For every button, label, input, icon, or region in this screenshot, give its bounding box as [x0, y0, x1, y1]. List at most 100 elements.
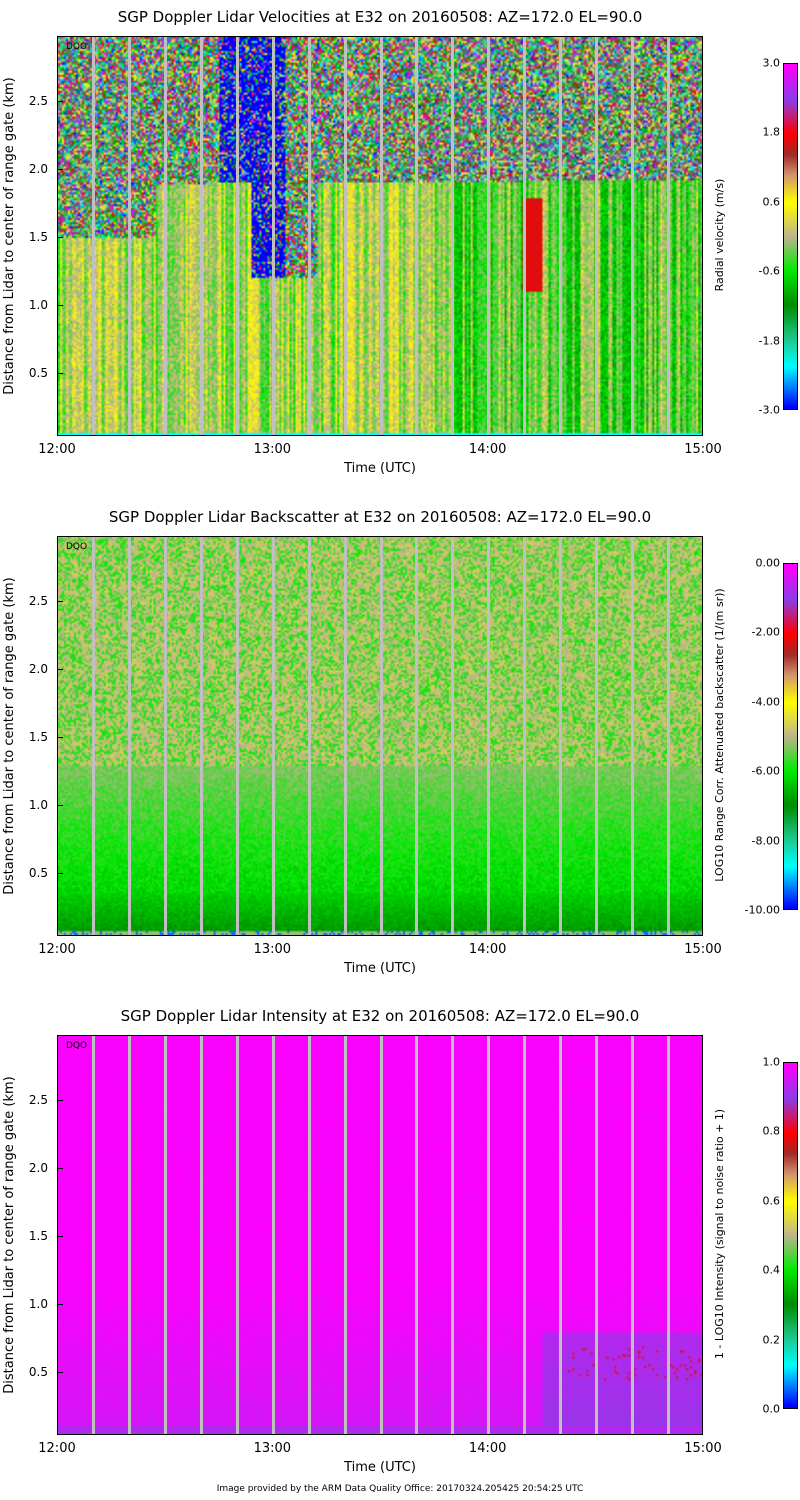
colorbar-tick-label: 0.4 [762, 1263, 781, 1277]
data-gap-line [558, 537, 562, 935]
x-axis-label: Time (UTC) [344, 961, 416, 976]
y-tick-label: 1.0 [28, 1297, 48, 1312]
data-gap-line [630, 37, 634, 435]
colorbar-label: Radial velocity (m/s) [713, 178, 726, 292]
x-tick-label: 13:00 [253, 942, 292, 957]
colorbar-tick-label: 1.8 [762, 125, 781, 139]
x-tick-label: 14:00 [468, 942, 507, 957]
chart-title: SGP Doppler Lidar Velocities at E32 on 2… [117, 8, 643, 26]
data-gap-line [307, 1036, 311, 1434]
y-tick-mark [57, 1100, 63, 1102]
data-gap-line [523, 537, 527, 935]
y-tick-mark [57, 101, 63, 103]
data-gap-line [235, 1036, 239, 1434]
y-tick-mark [57, 1304, 63, 1306]
colorbar [783, 1062, 798, 1409]
colorbar-tick-label: -1.8 [758, 334, 780, 348]
data-gap-line [594, 537, 598, 935]
colorbar-tick-label: 0.00 [755, 556, 781, 570]
y-axis-label: Distance from Lidar to center of range g… [2, 1076, 17, 1394]
data-gap-line [379, 37, 383, 435]
data-gap-line [164, 37, 168, 435]
data-gap-line [235, 537, 239, 935]
y-axis-label: Distance from Lidar to center of range g… [2, 577, 17, 895]
colorbar [783, 563, 798, 910]
colorbar-tick-label: -8.00 [751, 834, 780, 848]
data-gap-line [307, 37, 311, 435]
data-gap-line [487, 537, 491, 935]
chart-title: SGP Doppler Lidar Backscatter at E32 on … [108, 508, 652, 526]
y-tick-mark [57, 373, 63, 375]
y-tick-label: 2.5 [28, 94, 48, 109]
y-tick-label: 2.5 [28, 1093, 48, 1108]
data-gap-line [523, 1036, 527, 1434]
data-gap-line [92, 537, 96, 935]
y-tick-label: 0.5 [28, 866, 48, 881]
data-gap-line [379, 1036, 383, 1434]
colorbar-tick-label: -10.00 [744, 903, 780, 917]
x-tick-label: 15:00 [684, 1441, 722, 1456]
data-gap-line [128, 537, 132, 935]
data-gap-line [487, 1036, 491, 1434]
y-tick-mark [57, 237, 63, 239]
data-gap-line [558, 37, 562, 435]
dqo-flag: DQO [66, 1041, 88, 1051]
data-gap-line [451, 37, 455, 435]
data-gap-line [343, 1036, 347, 1434]
colorbar-tick-label: 0.6 [762, 1194, 781, 1208]
dqo-flag: DQO [66, 42, 88, 52]
data-gap-line [200, 537, 204, 935]
y-axis-label: Distance from Lidar to center of range g… [2, 77, 17, 395]
data-gap-line [666, 537, 670, 935]
y-tick-mark [57, 305, 63, 307]
data-gap-line [200, 37, 204, 435]
y-tick-label: 1.0 [28, 298, 48, 313]
y-tick-mark [57, 873, 63, 875]
data-gap-line [666, 37, 670, 435]
y-tick-label: 2.0 [28, 1161, 48, 1176]
y-tick-label: 1.5 [28, 230, 48, 245]
data-gap-line [415, 37, 419, 435]
data-gap-line [200, 1036, 204, 1434]
data-gap-line [92, 37, 96, 435]
colorbar-label: LOG10 Range Corr. Attenuated backscatter… [713, 588, 726, 882]
y-tick-mark [57, 1168, 63, 1170]
colorbar-tick-label: -6.00 [751, 764, 780, 778]
y-tick-mark [57, 669, 63, 671]
data-gap-line [343, 37, 347, 435]
colorbar-tick-label: 0.2 [762, 1333, 781, 1347]
chart-panel-velocity: SGP Doppler Lidar Velocities at E32 on 2… [0, 0, 800, 500]
chart-panel-backscatter: SGP Doppler Lidar Backscatter at E32 on … [0, 500, 800, 1000]
y-tick-mark [57, 601, 63, 603]
data-gap-line [128, 37, 132, 435]
data-gap-line [558, 1036, 562, 1434]
colorbar [783, 63, 798, 410]
data-gap-line [415, 537, 419, 935]
data-gap-line [523, 37, 527, 435]
data-gap-line [92, 1036, 96, 1434]
x-tick-label: 15:00 [684, 942, 722, 957]
colorbar-tick-label: -3.0 [758, 403, 780, 417]
colorbar-tick-label: -0.6 [758, 264, 780, 278]
data-gap-line [307, 537, 311, 935]
data-gap-line [128, 1036, 132, 1434]
data-gap-line [666, 1036, 670, 1434]
data-gap-line [343, 537, 347, 935]
x-tick-label: 12:00 [38, 1441, 76, 1456]
data-gap-line [271, 537, 275, 935]
colorbar-tick-label: 0.6 [762, 195, 781, 209]
colorbar-tick-label: 0.8 [762, 1124, 781, 1138]
heatmap-plot-area: DQO [57, 36, 703, 436]
data-gap-line [487, 37, 491, 435]
data-gap-line [451, 1036, 455, 1434]
y-tick-mark [57, 1236, 63, 1238]
chart-panel-intensity: SGP Doppler Lidar Intensity at E32 on 20… [0, 999, 800, 1499]
colorbar-tick-label: 3.0 [762, 56, 781, 70]
y-tick-mark [57, 737, 63, 739]
x-tick-label: 14:00 [468, 442, 507, 457]
x-tick-label: 13:00 [253, 442, 292, 457]
data-gap-line [271, 37, 275, 435]
colorbar-label: 1 - LOG10 Intensity (signal to noise rat… [713, 1108, 726, 1360]
x-tick-label: 12:00 [38, 942, 76, 957]
